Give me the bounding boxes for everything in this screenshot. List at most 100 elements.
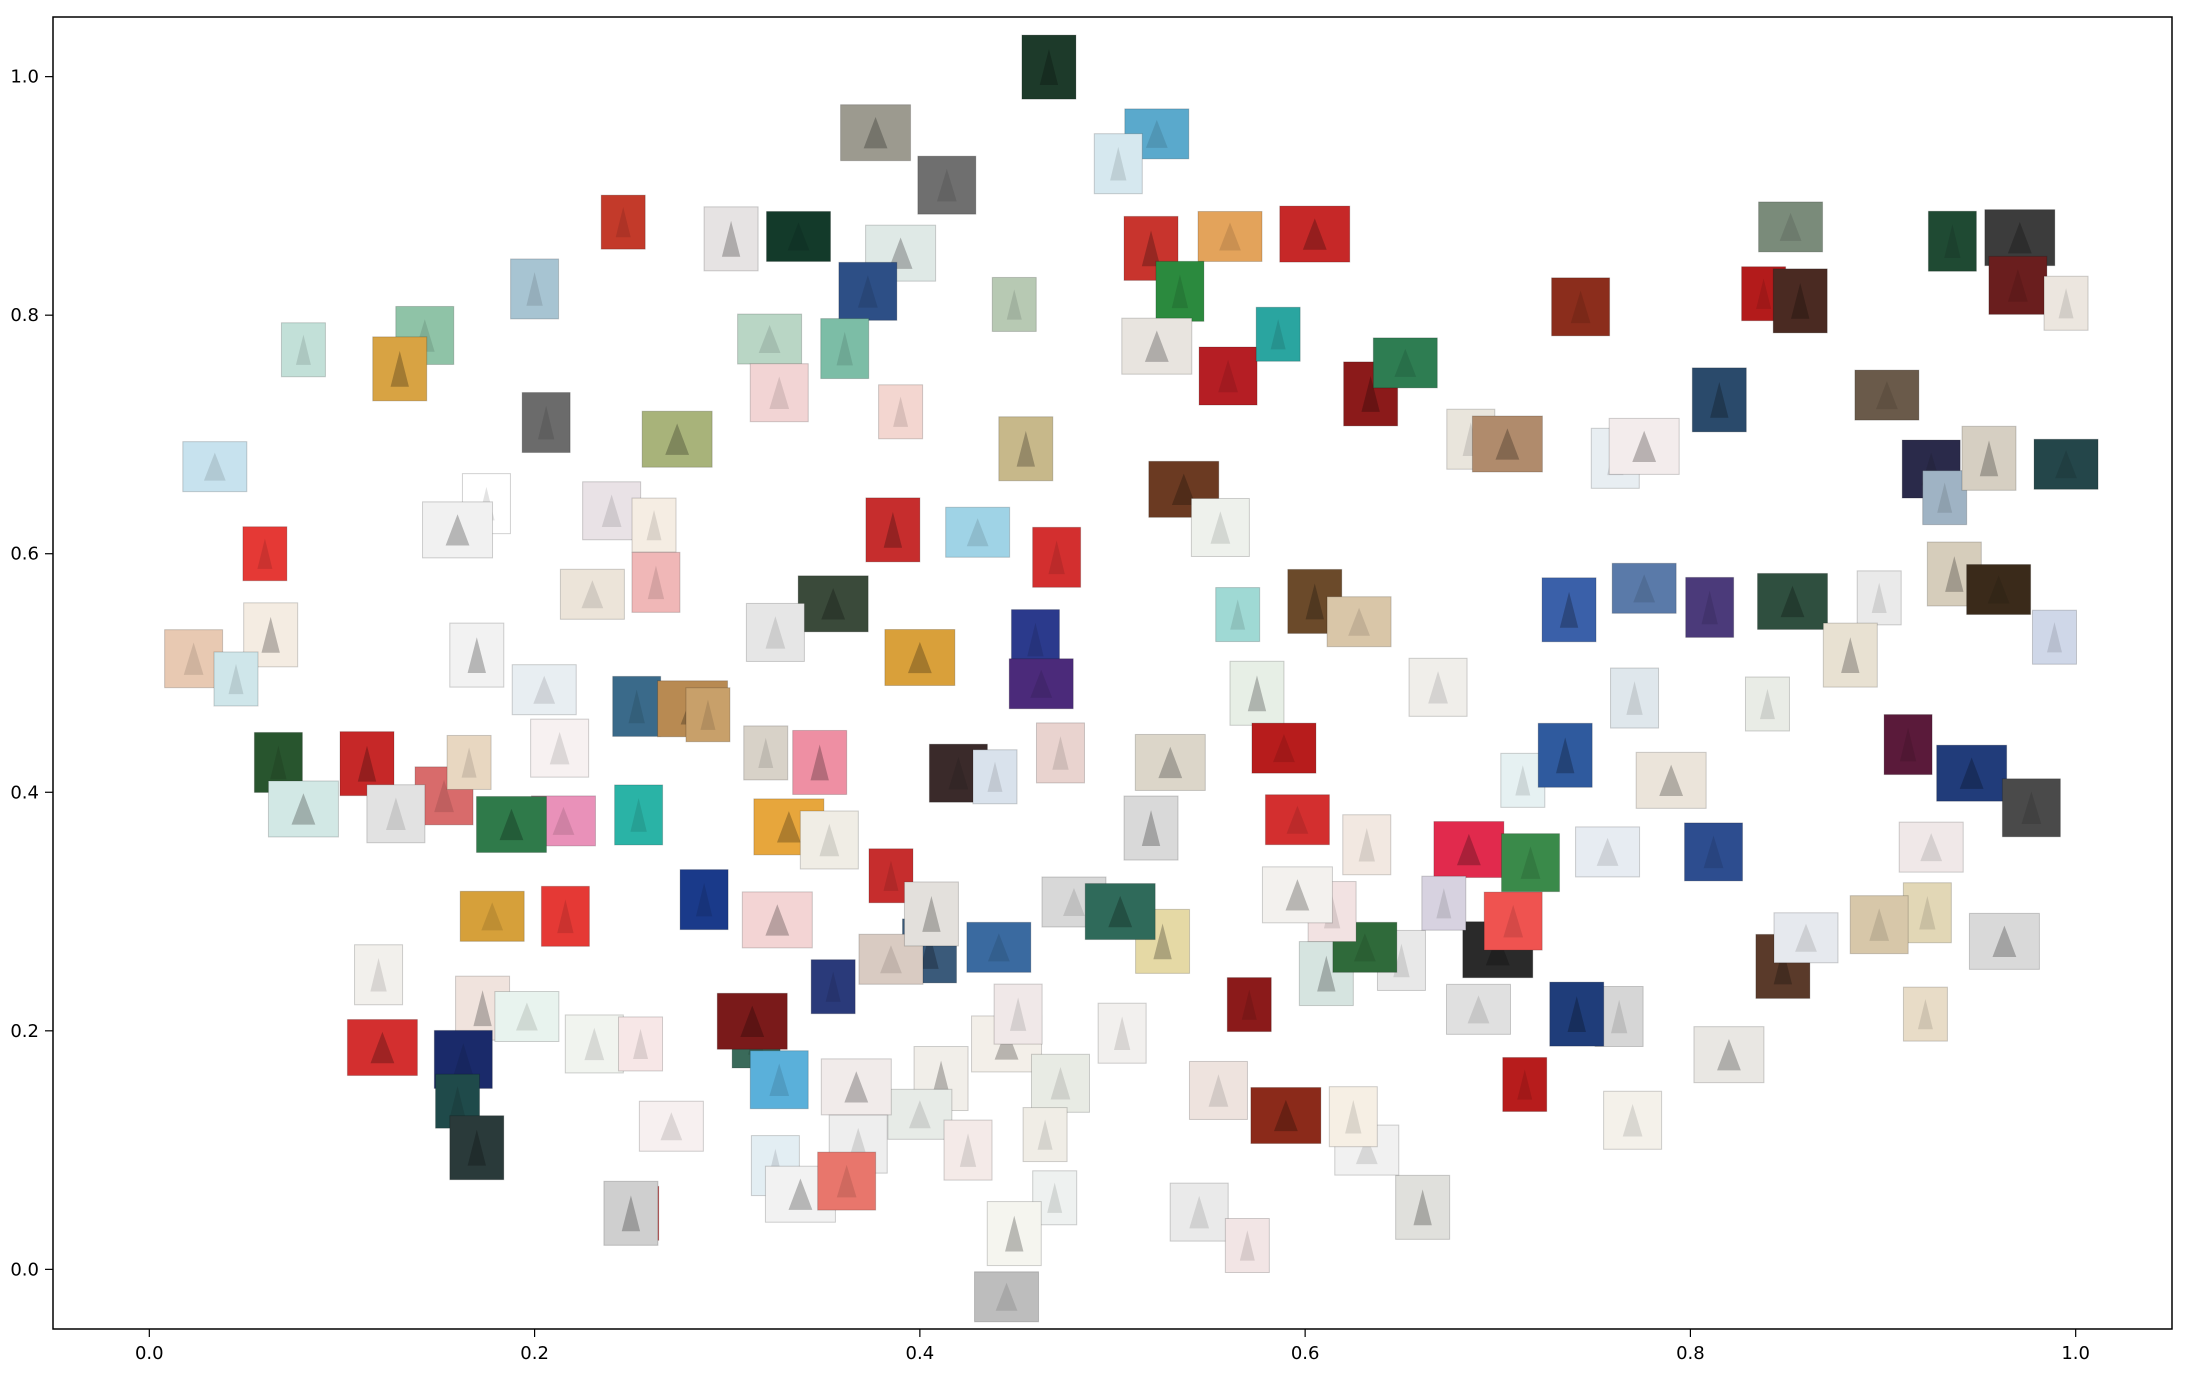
- thumbnail-motif: [810, 744, 829, 781]
- thumbnail-motif: [1791, 282, 1810, 319]
- thumbnail-motif: [2007, 221, 2032, 254]
- thumbnail-motif: [948, 756, 969, 790]
- thumbnail-point: [1757, 572, 1829, 630]
- thumbnail-point: [1197, 210, 1263, 262]
- thumbnail-motif: [1108, 895, 1133, 928]
- thumbnail-point: [1927, 210, 1977, 272]
- thumbnail-point: [1328, 1086, 1378, 1148]
- thumbnail-point: [1251, 722, 1317, 774]
- thumbnail-motif: [499, 808, 524, 841]
- thumbnail-point: [366, 784, 426, 844]
- thumbnail-motif: [1959, 757, 1984, 789]
- y-tick-label: 0.0: [10, 1259, 39, 1280]
- thumbnail-motif: [1247, 675, 1267, 712]
- thumbnail-motif: [1610, 999, 1628, 1034]
- thumbnail-point: [887, 1088, 953, 1140]
- thumbnail-point: [449, 622, 505, 688]
- thumbnail-point: [865, 224, 937, 282]
- thumbnail-motif: [987, 761, 1003, 792]
- thumbnail-point: [993, 983, 1043, 1045]
- thumbnail-point: [1326, 596, 1392, 648]
- thumbnail-motif: [370, 1031, 395, 1064]
- thumbnail-point: [865, 497, 921, 563]
- thumbnail-motif: [1219, 222, 1241, 251]
- thumbnail-point: [838, 261, 898, 321]
- thumbnail-point: [1035, 722, 1085, 784]
- thumbnail-motif: [1495, 428, 1520, 460]
- thumbnail-point: [1608, 417, 1680, 475]
- thumbnail-point: [242, 526, 288, 582]
- thumbnail-point: [1421, 875, 1467, 931]
- thumbnail-point: [943, 1119, 993, 1181]
- thumbnail-point: [1343, 361, 1399, 427]
- axes-frame: [52, 16, 2173, 1330]
- thumbnail-motif: [1305, 583, 1324, 620]
- thumbnail-motif: [700, 699, 716, 730]
- thumbnail-point: [737, 313, 803, 365]
- thumbnail-point: [1854, 369, 1920, 421]
- x-tick-label: 1.0: [2061, 1343, 2090, 1364]
- thumbnail-point: [638, 1100, 704, 1152]
- thumbnail-point: [1936, 744, 2008, 802]
- thumbnail-motif: [1285, 879, 1310, 911]
- thumbnail-point: [449, 1115, 505, 1181]
- thumbnail-motif: [615, 207, 631, 238]
- thumbnail-motif: [1153, 923, 1172, 960]
- thumbnail-point: [612, 675, 662, 737]
- thumbnail-motif: [1944, 224, 1961, 259]
- thumbnail-motif: [1141, 230, 1161, 267]
- thumbnail-point: [422, 501, 494, 559]
- thumbnail-motif: [1005, 1215, 1024, 1252]
- y-tick-label: 0.6: [10, 544, 39, 565]
- thumbnail-point: [1021, 34, 1077, 100]
- thumbnail-motif: [758, 737, 774, 769]
- thumbnail-point: [1408, 657, 1468, 717]
- thumbnail-point: [966, 921, 1032, 973]
- thumbnail-motif: [1436, 888, 1452, 919]
- thumbnail-point: [372, 336, 428, 402]
- thumbnail-point: [1226, 977, 1272, 1033]
- thumbnail-motif: [883, 860, 899, 891]
- thumbnail-motif: [1110, 146, 1127, 181]
- thumbnail-point: [1549, 981, 1605, 1047]
- thumbnail-point: [631, 497, 677, 553]
- thumbnail-motif: [787, 222, 810, 251]
- thumbnail-motif: [995, 1282, 1018, 1311]
- thumbnail-motif: [647, 565, 665, 600]
- thumbnail-motif: [1701, 590, 1718, 625]
- thumbnail-card: [641, 410, 713, 468]
- thumbnail-motif: [1230, 599, 1246, 630]
- thumbnail-motif: [1144, 330, 1169, 362]
- thumbnail-point: [1902, 882, 1952, 944]
- thumbnail-motif: [1710, 381, 1729, 418]
- thumbnail-motif: [721, 220, 741, 257]
- thumbnail-motif: [1632, 430, 1657, 463]
- thumbnail-motif: [1659, 764, 1684, 797]
- thumbnail-motif: [959, 1133, 977, 1167]
- thumbnail-motif: [1520, 846, 1541, 879]
- thumbnail-motif: [769, 1063, 790, 1096]
- thumbnail-point: [2033, 438, 2099, 490]
- thumbnail-point: [1008, 658, 1074, 710]
- thumbnail-point: [945, 506, 1011, 558]
- thumbnail-motif: [1273, 734, 1295, 763]
- thumbnail-motif: [1158, 746, 1183, 779]
- thumbnail-motif: [481, 902, 504, 931]
- thumbnail-motif: [386, 797, 406, 830]
- thumbnail-motif: [370, 957, 387, 992]
- thumbnail-motif: [357, 745, 377, 782]
- thumbnail-motif: [633, 1028, 649, 1060]
- thumbnail-point: [1022, 1107, 1068, 1163]
- thumbnail-motif: [908, 1100, 931, 1129]
- thumbnail-motif: [844, 1071, 869, 1103]
- thumbnail-motif: [922, 896, 941, 932]
- thumbnail-point: [1603, 1090, 1663, 1150]
- thumbnail-motif: [1622, 1104, 1643, 1137]
- thumbnail-motif: [1006, 289, 1022, 320]
- x-axis: 0.0 0.2 0.4 0.6 0.8 1.0: [135, 1329, 2090, 1364]
- x-tick-label: 0.4: [906, 1343, 935, 1364]
- thumbnail-motif: [203, 452, 226, 481]
- thumbnail-point: [974, 1271, 1040, 1323]
- thumbnail-point: [1541, 577, 1597, 643]
- thumbnail-motif: [836, 331, 853, 366]
